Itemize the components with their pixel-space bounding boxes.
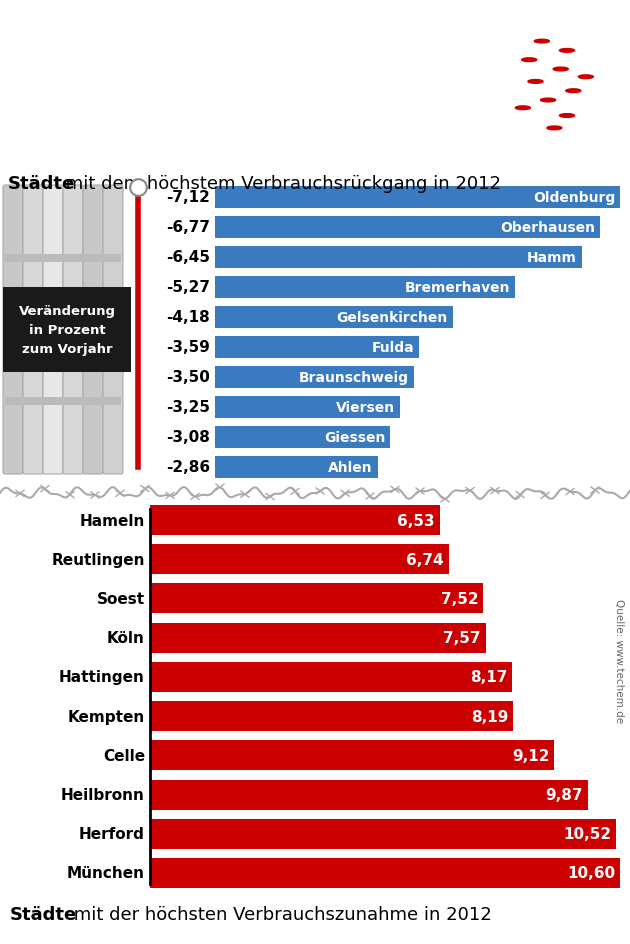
Circle shape [528, 80, 543, 84]
Bar [215, 396, 400, 418]
Text: -3,50: -3,50 [166, 370, 210, 385]
Text: Giessen: Giessen [324, 430, 385, 445]
Text: Viersen: Viersen [336, 400, 395, 414]
Bar [5, 255, 121, 263]
Circle shape [553, 68, 568, 72]
Text: mit dem höchstem Verbrauchsrückgang in 2012: mit dem höchstem Verbrauchsrückgang in 2… [60, 175, 501, 193]
Text: Kempten: Kempten [68, 709, 145, 724]
Bar [3, 288, 131, 373]
Text: 9,12: 9,12 [512, 748, 549, 763]
Text: -3,08: -3,08 [166, 430, 210, 445]
Text: Städte: Städte [9, 905, 77, 923]
Circle shape [522, 59, 537, 62]
Bar [150, 663, 512, 692]
Text: 10,60: 10,60 [567, 866, 615, 881]
Text: -2,86: -2,86 [166, 460, 210, 475]
FancyBboxPatch shape [3, 186, 23, 475]
Bar [150, 780, 588, 810]
Text: 9,87: 9,87 [545, 787, 583, 802]
Text: Herford: Herford [79, 826, 145, 841]
Bar [150, 584, 483, 614]
Bar [150, 506, 440, 535]
Circle shape [534, 41, 549, 44]
Bar [215, 187, 620, 209]
Bar [5, 397, 121, 405]
Bar [215, 246, 582, 269]
Text: Soest: Soest [97, 591, 145, 606]
FancyBboxPatch shape [63, 186, 83, 475]
Bar [215, 427, 390, 448]
Text: Ahlen: Ahlen [328, 461, 373, 475]
Circle shape [578, 76, 593, 79]
FancyBboxPatch shape [23, 186, 43, 475]
Bar [215, 366, 414, 389]
Bar [150, 545, 449, 575]
Text: Oldenburg: Oldenburg [533, 191, 615, 205]
Text: Gelsenkirchen: Gelsenkirchen [336, 311, 448, 325]
Circle shape [566, 90, 581, 93]
Text: -4,18: -4,18 [166, 311, 210, 325]
FancyBboxPatch shape [83, 186, 103, 475]
Ellipse shape [501, 22, 607, 143]
Text: Braunschweig: Braunschweig [299, 371, 409, 384]
Text: mit der höchsten Verbrauchszunahme in 2012: mit der höchsten Verbrauchszunahme in 20… [68, 905, 492, 923]
Text: Oberhausen: Oberhausen [500, 221, 595, 235]
Text: Bremerhaven: Bremerhaven [404, 280, 510, 295]
Text: in Deutschland: in Deutschland [32, 104, 383, 146]
Text: München: München [67, 866, 145, 881]
Text: Hattingen: Hattingen [59, 669, 145, 684]
Text: 6,74: 6,74 [406, 552, 444, 567]
Text: Heilbronn: Heilbronn [61, 787, 145, 802]
Bar [215, 307, 453, 329]
Circle shape [547, 126, 562, 130]
Bar [215, 277, 515, 298]
Bar [215, 457, 377, 479]
Circle shape [559, 49, 575, 53]
Bar [215, 337, 419, 359]
Text: 10,52: 10,52 [563, 826, 612, 841]
Text: 8,19: 8,19 [471, 709, 508, 724]
Text: Städte: Städte [8, 175, 75, 193]
Bar [150, 818, 616, 849]
Text: Erdgasverbrauch: Erdgasverbrauch [32, 42, 431, 84]
Text: 7,52: 7,52 [441, 591, 478, 606]
Text: Reutlingen: Reutlingen [52, 552, 145, 567]
Bar [150, 623, 486, 653]
Bar [215, 217, 600, 239]
Text: Köln: Köln [107, 631, 145, 646]
Text: Quelle: www.techem.de: Quelle: www.techem.de [614, 598, 624, 723]
Circle shape [515, 107, 530, 110]
Circle shape [541, 99, 556, 103]
Text: Celle: Celle [103, 748, 145, 763]
Text: 7,57: 7,57 [443, 631, 481, 646]
Text: -3,59: -3,59 [166, 340, 210, 355]
Bar [150, 858, 620, 888]
Circle shape [559, 114, 575, 118]
Text: -6,77: -6,77 [166, 220, 210, 235]
Text: 6,53: 6,53 [397, 513, 435, 528]
Text: -6,45: -6,45 [166, 250, 210, 265]
FancyBboxPatch shape [103, 186, 123, 475]
FancyBboxPatch shape [43, 186, 63, 475]
Text: Hameln: Hameln [79, 513, 145, 528]
Text: Fulda: Fulda [372, 341, 414, 355]
Text: -7,12: -7,12 [166, 191, 210, 205]
Text: Hamm: Hamm [527, 251, 577, 264]
Text: -5,27: -5,27 [166, 280, 210, 295]
Text: 8,17: 8,17 [470, 669, 507, 684]
Text: -3,25: -3,25 [166, 400, 210, 415]
Bar [150, 701, 513, 732]
Text: Veränderung
in Prozent
zum Vorjahr: Veränderung in Prozent zum Vorjahr [18, 305, 115, 356]
Bar [150, 740, 554, 770]
